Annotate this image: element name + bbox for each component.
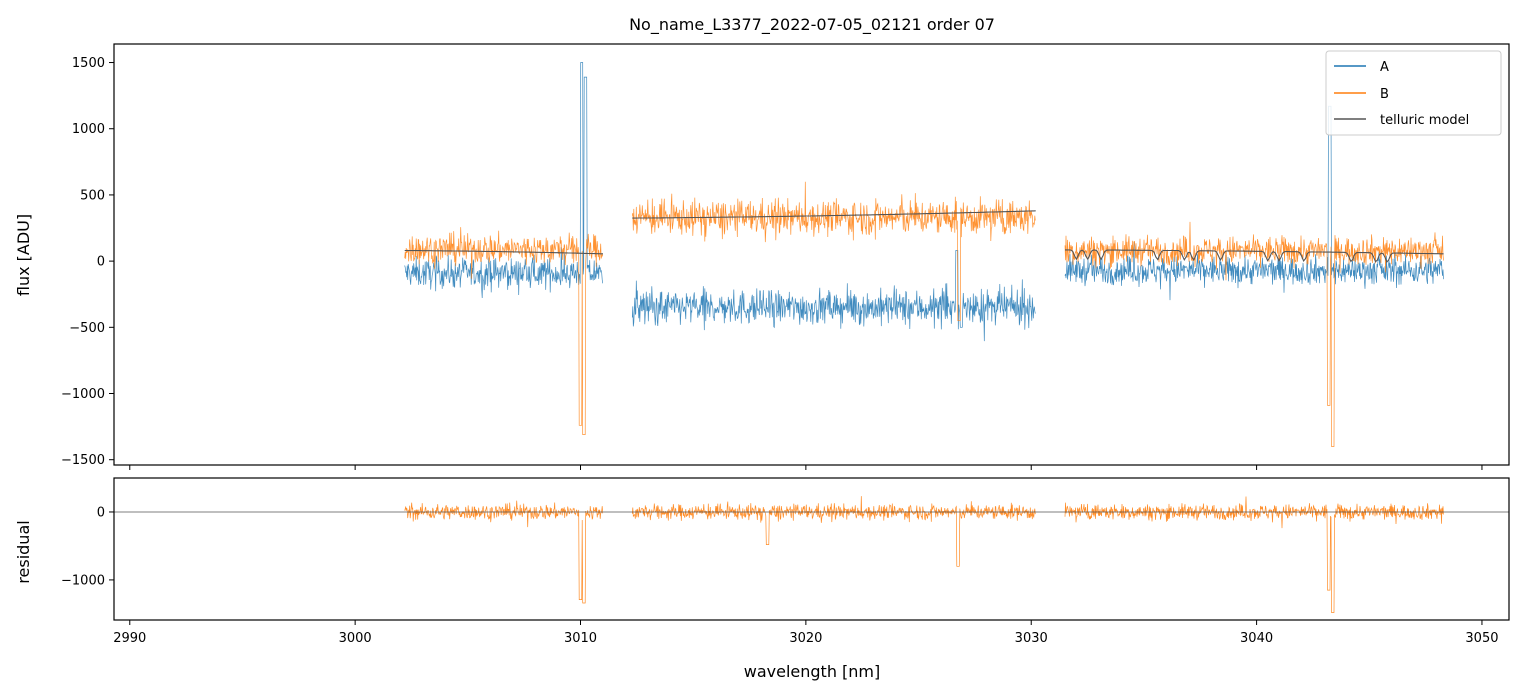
series-b-segment-3 <box>1064 221 1444 447</box>
series-a-segment-3 <box>1064 105 1444 301</box>
residual-segment-1 <box>404 500 604 604</box>
flux-series-group <box>404 62 1444 447</box>
residual-xtick-label: 3050 <box>1465 631 1498 646</box>
flux-ytick-label: −500 <box>69 321 105 336</box>
residual-series-group <box>114 496 1509 613</box>
flux-y-ticks: 1500 1000 500 0 −500 −1000 −1500 <box>61 56 114 468</box>
residual-xtick-label: 3010 <box>564 631 597 646</box>
residual-xtick-label: 3000 <box>339 631 372 646</box>
series-a-segment-1 <box>404 62 604 299</box>
residual-xtick-label: 3040 <box>1240 631 1273 646</box>
flux-x-ticks <box>129 465 1483 470</box>
residual-y-ticks: 0 −1000 <box>61 505 114 588</box>
flux-ytick-label: 500 <box>80 188 105 203</box>
legend: A B telluric model <box>1325 50 1502 136</box>
telluric-model-segment-2 <box>632 210 1036 219</box>
flux-ytick-label: 1500 <box>72 56 105 71</box>
series-b-segment-2 <box>631 181 1036 322</box>
series-a-segment-2 <box>631 250 1036 342</box>
legend-label-a: A <box>1380 60 1389 75</box>
legend-label-b: B <box>1380 87 1389 102</box>
x-axis-label: wavelength [nm] <box>744 662 881 681</box>
series-b-segment-1 <box>404 227 604 435</box>
flux-ytick-label: 0 <box>97 255 105 270</box>
residual-x-ticks: 2990 3000 3010 3020 3030 3040 3050 <box>113 620 1499 646</box>
flux-y-axis-label: flux [ADU] <box>14 214 33 296</box>
residual-segment-3 <box>1064 496 1444 613</box>
residual-ytick-label: −1000 <box>61 573 105 588</box>
residual-y-axis-label: residual <box>14 520 33 583</box>
chart-title: No_name_L3377_2022-07-05_02121 order 07 <box>629 15 995 35</box>
residual-xtick-label: 3030 <box>1015 631 1048 646</box>
residual-xtick-label: 3020 <box>789 631 822 646</box>
telluric-model-segment-3 <box>1065 249 1444 264</box>
flux-panel: 1500 1000 500 0 −500 −1000 −1500 flux [ADU] A … <box>14 43 1510 470</box>
residual-axes-frame <box>113 477 1510 621</box>
flux-ytick-label: 1000 <box>72 122 105 137</box>
residual-ytick-label: 0 <box>97 505 105 520</box>
residual-xtick-label: 2990 <box>113 631 146 646</box>
flux-ytick-label: −1000 <box>61 387 105 402</box>
flux-ytick-label: −1500 <box>61 453 105 468</box>
flux-axes-frame <box>113 43 1510 466</box>
residual-panel: 0 −1000 2990 3000 3010 3020 3030 3040 3050 resi… <box>14 477 1510 681</box>
legend-box <box>1325 50 1502 136</box>
telluric-model-segment-1 <box>404 249 603 255</box>
legend-label-telluric-model: telluric model <box>1380 113 1469 128</box>
